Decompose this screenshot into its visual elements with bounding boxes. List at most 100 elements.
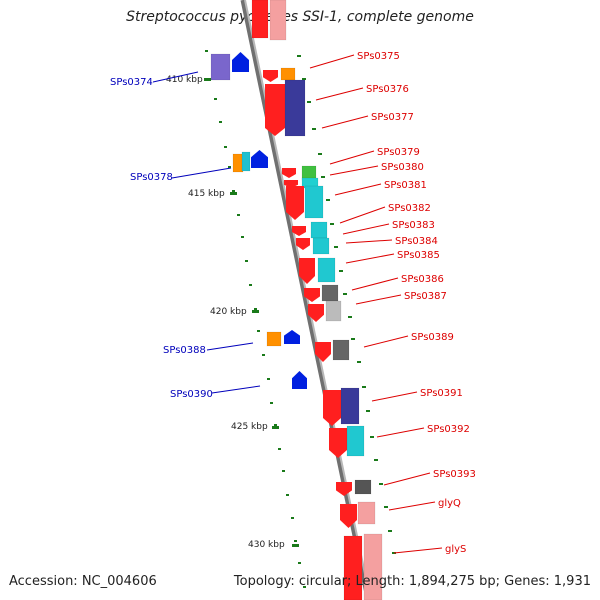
gene-arrow-reverse xyxy=(315,342,331,362)
tick-dot xyxy=(232,190,235,192)
gene-arrow-reverse xyxy=(329,428,347,458)
tick-dot xyxy=(237,214,240,216)
reverse-leader-line xyxy=(345,239,393,244)
tick-dot xyxy=(270,402,273,404)
kbp-tick xyxy=(204,78,211,81)
tick-dot xyxy=(214,98,217,100)
gene-arrow-reverse xyxy=(286,186,304,220)
gene-glyph xyxy=(312,237,330,255)
gene-arrow-reverse xyxy=(308,304,324,322)
gene-glyph xyxy=(332,339,350,361)
gene-glyph xyxy=(304,185,324,219)
reverse-gene-label: SPs0383 xyxy=(392,220,435,231)
gene-arrow-reverse xyxy=(292,226,306,236)
gene-glyph xyxy=(363,533,383,600)
tick-dot xyxy=(321,176,325,178)
gene-arrow-forward xyxy=(232,52,249,72)
tick-dot xyxy=(298,562,301,564)
reverse-leader-line xyxy=(393,547,443,554)
reverse-gene-label: SPs0393 xyxy=(433,469,476,480)
kbp-label: 425 kbp xyxy=(231,422,268,432)
tick-dot xyxy=(374,459,378,461)
gene-glyph xyxy=(232,153,244,173)
gene-glyph xyxy=(354,479,372,495)
reverse-gene-label: SPs0377 xyxy=(371,112,414,123)
tick-dot xyxy=(318,153,322,155)
tick-dot xyxy=(274,424,277,426)
reverse-leader-line xyxy=(329,150,375,165)
gene-glyph xyxy=(266,331,282,347)
gene-arrow-reverse xyxy=(265,84,285,136)
kbp-label: 415 kbp xyxy=(188,189,225,199)
tick-dot xyxy=(362,386,366,388)
tick-dot xyxy=(326,199,330,201)
tick-dot xyxy=(330,223,334,225)
reverse-leader-line xyxy=(329,165,379,176)
reverse-leader-line xyxy=(355,294,402,305)
reverse-leader-line xyxy=(309,54,355,69)
forward-gene-label: SPs0390 xyxy=(170,389,213,400)
reverse-gene-label: glyQ xyxy=(438,498,461,509)
gene-arrow-reverse xyxy=(336,482,352,496)
reverse-gene-label: SPs0387 xyxy=(404,291,447,302)
gene-glyph xyxy=(284,79,306,137)
reverse-gene-label: SPs0391 xyxy=(420,388,463,399)
tick-dot xyxy=(241,236,244,238)
reverse-leader-line xyxy=(345,253,395,264)
tick-dot xyxy=(249,284,252,286)
gene-arrow-reverse xyxy=(299,258,315,284)
reverse-leader-line xyxy=(321,115,369,129)
forward-leader-line xyxy=(152,71,199,83)
gene-glyph xyxy=(251,0,269,39)
reverse-gene-label: SPs0380 xyxy=(381,162,424,173)
gene-glyph xyxy=(241,151,251,172)
gene-arrow-reverse xyxy=(340,504,357,528)
tick-dot xyxy=(351,338,355,340)
tick-dot xyxy=(224,146,227,148)
tick-dot xyxy=(379,483,383,485)
tick-dot xyxy=(286,494,289,496)
reverse-leader-line xyxy=(388,501,436,511)
tick-dot xyxy=(282,470,285,472)
reverse-gene-label: SPs0386 xyxy=(401,274,444,285)
topology-label: Topology: circular; Length: 1,894,275 bp… xyxy=(233,574,591,589)
map-title: Streptococcus pyogenes SSI-1, complete g… xyxy=(126,9,474,25)
kbp-label: 430 kbp xyxy=(248,540,285,550)
reverse-leader-line xyxy=(315,87,364,101)
gene-arrow-reverse xyxy=(282,168,296,178)
forward-gene-label: SPs0378 xyxy=(130,172,173,183)
gene-arrow-reverse xyxy=(263,70,278,82)
forward-leader-line xyxy=(211,385,261,394)
gene-arrow-reverse xyxy=(304,288,320,302)
tick-dot xyxy=(348,316,352,318)
reverse-leader-line xyxy=(342,223,390,235)
reverse-gene-label: glyS xyxy=(445,544,466,555)
kbp-tick xyxy=(272,426,279,429)
reverse-gene-label: SPs0375 xyxy=(357,51,400,62)
reverse-leader-line xyxy=(339,206,386,224)
tick-dot xyxy=(388,530,392,532)
tick-dot xyxy=(294,540,297,542)
tick-dot xyxy=(370,436,374,438)
tick-dot xyxy=(245,260,248,262)
tick-dot xyxy=(303,586,306,588)
tick-dot xyxy=(257,330,260,332)
gene-glyph xyxy=(343,535,363,600)
reverse-leader-line xyxy=(351,277,399,291)
reverse-leader-line xyxy=(383,472,431,486)
reverse-leader-line xyxy=(363,335,409,348)
reverse-gene-label: SPs0382 xyxy=(388,203,431,214)
gene-glyph xyxy=(317,257,336,283)
reverse-gene-label: SPs0385 xyxy=(397,250,440,261)
reverse-gene-label: SPs0381 xyxy=(384,180,427,191)
reverse-gene-label: SPs0384 xyxy=(395,236,438,247)
gene-glyph xyxy=(269,0,287,41)
reverse-leader-line xyxy=(334,183,382,196)
tick-dot xyxy=(302,78,306,80)
kbp-label: 420 kbp xyxy=(210,307,247,317)
kbp-tick xyxy=(230,192,237,195)
tick-dot xyxy=(228,166,231,168)
kbp-label: 410 kbp xyxy=(166,75,203,85)
tick-dot xyxy=(384,506,388,508)
